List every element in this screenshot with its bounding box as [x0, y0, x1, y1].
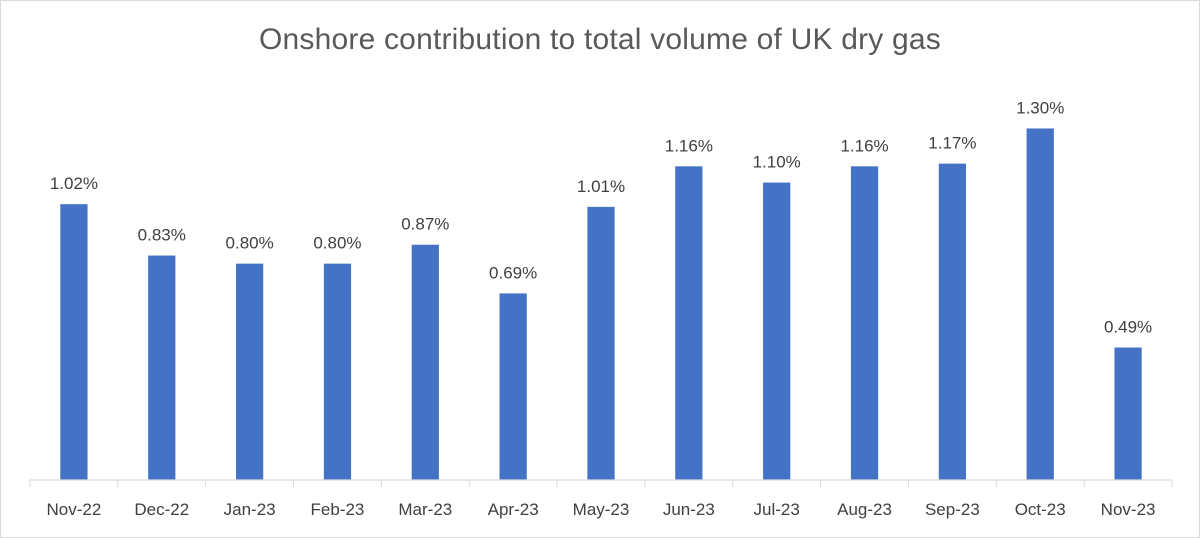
data-label-jul-23: 1.10%: [753, 153, 801, 172]
x-tick-label-apr-23: Apr-23: [488, 500, 539, 519]
x-tick-label-may-23: May-23: [573, 500, 630, 519]
data-label-jan-23: 0.80%: [226, 234, 274, 253]
x-tick-label-nov-22: Nov-22: [47, 500, 102, 519]
x-tick-label-dec-22: Dec-22: [134, 500, 189, 519]
bar-aug-23: [850, 166, 879, 480]
x-tick-label-jun-23: Jun-23: [663, 500, 715, 519]
data-label-may-23: 1.01%: [577, 177, 625, 196]
bar-jul-23: [763, 182, 791, 481]
bar-nov-23: [1114, 347, 1142, 480]
data-labels-layer: 1.02% 0.83% 0.80% 0.80% 0.87% 0.69% 1.01% 1.16%…: [50, 98, 1152, 336]
bar-dec-22: [148, 255, 176, 480]
x-tick-label-jul-23: Jul-23: [754, 500, 800, 519]
bar-mar-23: [411, 244, 439, 480]
data-label-jun-23: 1.16%: [665, 136, 713, 155]
x-tick-label-mar-23: Mar-23: [398, 500, 452, 519]
bars-layer: [60, 128, 1142, 481]
data-label-oct-23: 1.30%: [1016, 98, 1064, 117]
data-label-aug-23: 1.16%: [840, 136, 888, 155]
data-label-sep-23: 1.17%: [928, 134, 976, 153]
chart-title: Onshore contribution to total volume of …: [258, 23, 941, 56]
data-label-apr-23: 0.69%: [489, 263, 537, 282]
bar-feb-23: [323, 263, 352, 480]
data-label-dec-22: 0.83%: [138, 226, 186, 245]
x-tick-label-jan-23: Jan-23: [224, 500, 276, 519]
bar-oct-23: [1026, 128, 1054, 480]
bar-jan-23: [236, 263, 264, 480]
bar-apr-23: [499, 293, 527, 480]
data-label-feb-23: 0.80%: [313, 234, 361, 253]
x-tick-label-aug-23: Aug-23: [837, 500, 892, 519]
x-tick-label-sep-23: Sep-23: [925, 500, 980, 519]
x-axis: Nov-22 Dec-22 Jan-23 Feb-23 Mar-23 Apr-23 May-…: [29, 479, 1173, 519]
bar-nov-22: [60, 204, 88, 481]
x-tick-label-oct-23: Oct-23: [1015, 500, 1066, 519]
data-label-nov-23: 0.49%: [1104, 317, 1152, 336]
data-label-nov-22: 1.02%: [50, 174, 98, 193]
data-label-mar-23: 0.87%: [401, 215, 449, 234]
bar-may-23: [587, 206, 615, 480]
bar-sep-23: [938, 163, 966, 481]
x-tick-label-nov-23: Nov-23: [1101, 500, 1156, 519]
x-tick-label-feb-23: Feb-23: [311, 500, 365, 519]
bar-jun-23: [675, 166, 703, 480]
